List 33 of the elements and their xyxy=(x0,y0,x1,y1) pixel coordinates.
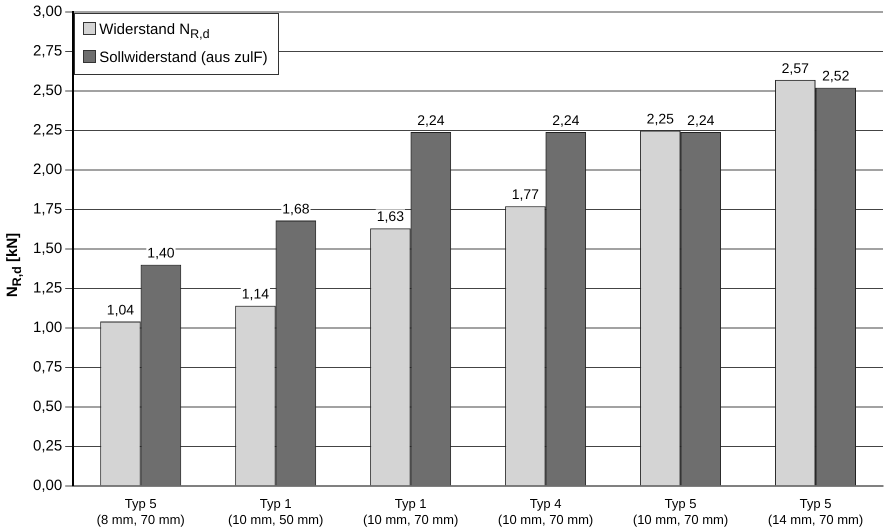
y-tick-label: 1,75 xyxy=(32,200,62,218)
legend-label: Widerstand N$_{R,d}$ xyxy=(98,20,211,43)
y-tick-label: 0,50 xyxy=(32,398,62,415)
text: 1,63 xyxy=(376,208,404,224)
y-tick-label: 2,25 xyxy=(32,122,62,139)
text: 2,24 xyxy=(687,112,714,128)
text: 1,04 xyxy=(106,301,134,318)
y-tick-label: 2,50 xyxy=(32,82,62,100)
x-tick-label: Typ 5 (10 mm, 70 mm) xyxy=(632,496,728,527)
y-tick-label: 0,75 xyxy=(32,358,62,376)
text: 2,25 xyxy=(646,110,674,126)
text: 2,24 xyxy=(552,112,580,128)
x-tick-label: Typ 5 (14 mm, 70 mm) xyxy=(768,496,864,527)
text: 1,68 xyxy=(282,200,310,216)
y-tick-label: 0,00 xyxy=(32,476,62,494)
y-tick-label: 0,25 xyxy=(32,437,62,454)
x-tick-label: Typ 5 (8 mm, 70 mm) xyxy=(96,496,185,527)
text: 2,57 xyxy=(782,60,809,76)
y-tick-label: 1,50 xyxy=(32,240,62,258)
text: 1,77 xyxy=(512,186,539,202)
x-tick-label: Typ 4 (10 mm, 70 mm) xyxy=(498,496,594,527)
x-tick-label: Typ 1 (10 mm, 50 mm) xyxy=(228,496,324,527)
text: 1,14 xyxy=(242,286,270,302)
y-tick-label: 3,00 xyxy=(32,3,62,20)
y-tick-label: 1,00 xyxy=(32,319,62,336)
legend-label: Sollwiderstand (aus zulF) xyxy=(98,48,268,68)
y-tick-label: 2,00 xyxy=(32,161,62,178)
y-tick-label: 1,25 xyxy=(32,280,62,297)
text: 2,52 xyxy=(822,68,850,84)
text: 1,40 xyxy=(147,244,175,261)
y-tick-label: 2,75 xyxy=(32,42,62,60)
x-tick-label: Typ 1 (10 mm, 70 mm) xyxy=(362,496,458,527)
text: 2,24 xyxy=(417,112,444,128)
